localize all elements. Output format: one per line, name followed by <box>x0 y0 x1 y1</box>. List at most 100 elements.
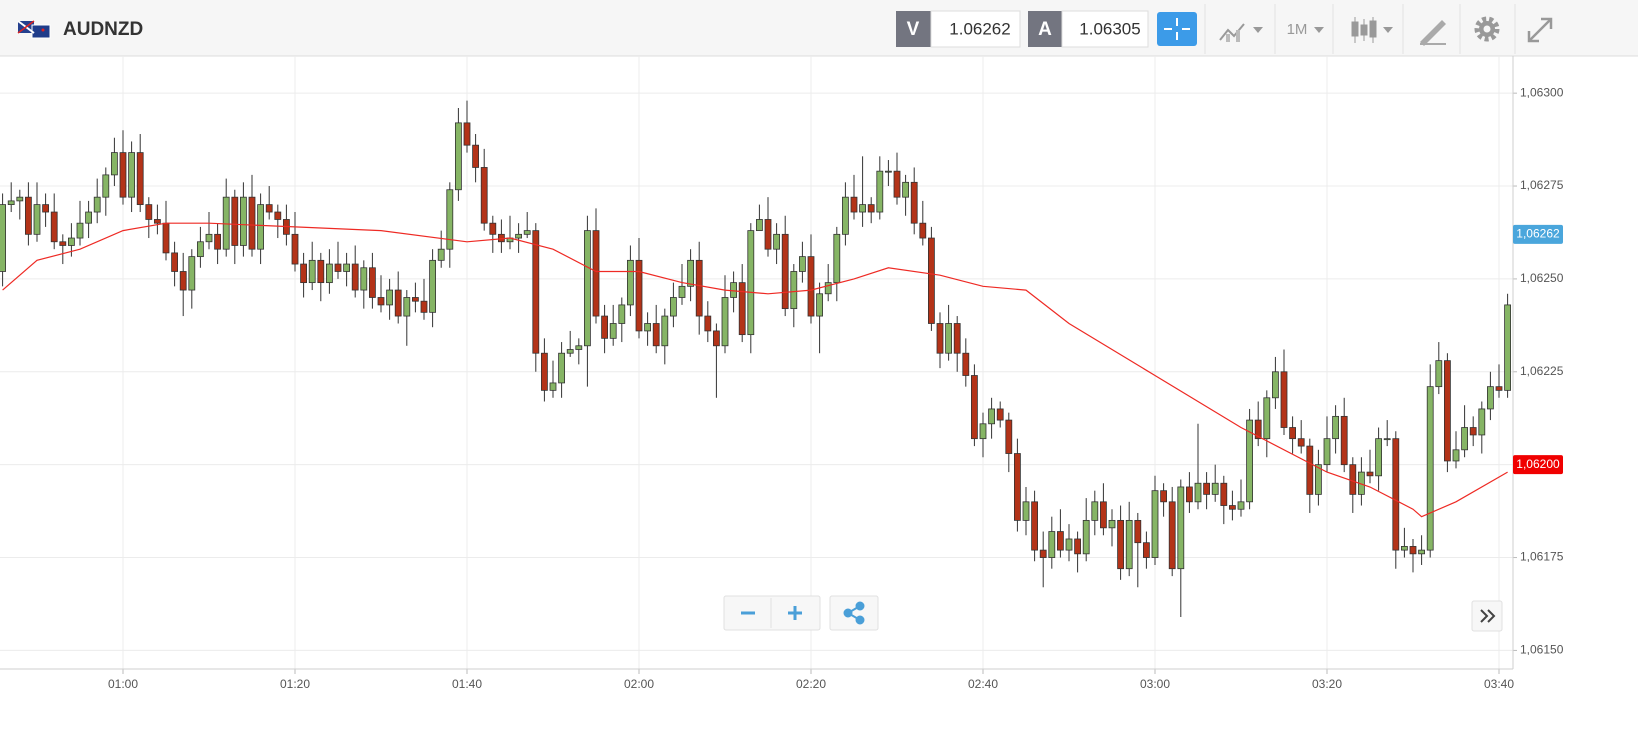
y-tick-label: 1,06300 <box>1520 85 1564 99</box>
candle-body <box>239 196 247 246</box>
candle-body <box>1426 386 1434 551</box>
y-tick-label: 1,06150 <box>1520 643 1564 657</box>
candle-body <box>119 152 127 198</box>
candle-body <box>704 315 712 332</box>
candle-body <box>893 170 901 198</box>
candle-body <box>790 271 798 310</box>
candle-body <box>833 233 841 284</box>
fullscreen-button[interactable] <box>1527 17 1553 43</box>
candle-body <box>1117 519 1124 570</box>
price-tag <box>1513 455 1563 475</box>
candle-body <box>420 300 428 313</box>
candle-body <box>1263 397 1271 440</box>
candle-body <box>867 204 875 213</box>
candle-body <box>713 330 720 347</box>
candle-body <box>68 237 75 246</box>
candle-body <box>274 211 282 220</box>
candle-body <box>592 230 600 317</box>
zoom-in-button[interactable] <box>788 606 802 620</box>
crosshair-button[interactable] <box>1157 12 1197 46</box>
candle-body <box>153 219 161 224</box>
candle-body <box>566 349 574 354</box>
bid-button[interactable] <box>896 11 931 47</box>
candle-style-button[interactable] <box>1351 17 1393 43</box>
candle-body <box>257 204 265 250</box>
candle-body <box>111 152 118 176</box>
candle-body <box>300 263 308 284</box>
candle-body <box>979 423 987 440</box>
chart-type-button[interactable] <box>1219 23 1263 42</box>
ask-button[interactable] <box>1028 11 1062 47</box>
candle-body <box>910 181 918 224</box>
candle-body <box>463 122 471 146</box>
candle-body <box>1323 438 1331 466</box>
candle-body <box>1229 505 1236 510</box>
crosshair-icon <box>1164 18 1190 40</box>
candle-body <box>652 323 660 347</box>
candle-body <box>687 259 694 287</box>
candle-body <box>738 282 746 336</box>
symbol: AUDNZD <box>63 19 143 40</box>
candle-body <box>859 204 866 213</box>
bid-price: 1.06262 <box>949 19 1010 38</box>
candle-body <box>1039 549 1047 558</box>
candle-body <box>1332 415 1339 440</box>
candle-body <box>1401 546 1408 551</box>
candle-body <box>59 241 67 246</box>
candle-body <box>627 259 634 306</box>
candle-body <box>1211 482 1219 495</box>
candle-body <box>764 219 772 250</box>
candle-body <box>0 204 7 272</box>
candle-body <box>1065 538 1073 551</box>
candle-body <box>205 233 213 243</box>
candle-body <box>799 256 806 272</box>
candle-body <box>231 196 239 246</box>
timeframe[interactable]: 1M <box>1287 21 1308 38</box>
toolbar <box>0 0 1638 56</box>
candle-body <box>1203 482 1210 495</box>
candle-body <box>721 297 729 347</box>
candle-body <box>575 345 583 350</box>
candle-body <box>171 252 179 272</box>
candle-body <box>472 144 480 168</box>
candle-body <box>1237 501 1245 510</box>
candle-body <box>1022 501 1030 521</box>
candle-body <box>1220 482 1228 506</box>
bid-label: V <box>907 19 920 40</box>
drawing-tool-button[interactable] <box>1420 20 1446 46</box>
timeframe-arrow <box>1314 27 1324 33</box>
candle-body <box>1100 501 1107 529</box>
candle-body <box>816 293 823 317</box>
price-tag <box>1513 224 1563 244</box>
candle-body <box>928 237 935 324</box>
candle-body <box>618 304 626 324</box>
share-button[interactable] <box>829 595 879 631</box>
candle-body <box>1409 546 1417 555</box>
candle-body <box>85 211 92 224</box>
candle-body <box>317 259 325 284</box>
candle-body <box>446 189 454 250</box>
candle-body <box>996 408 1004 421</box>
candle-body <box>1478 408 1486 436</box>
candle-body <box>1375 438 1382 477</box>
flag-icon <box>17 20 51 39</box>
settings-button[interactable] <box>1474 16 1500 42</box>
candle-body <box>807 256 815 317</box>
candle-body <box>1134 519 1142 544</box>
candle-body <box>635 259 643 332</box>
x-tick-label: 01:20 <box>280 677 310 691</box>
candle-body <box>162 222 170 254</box>
candle-body <box>33 204 41 235</box>
candle-body <box>1125 519 1133 570</box>
candle-body <box>902 181 909 198</box>
candle-body <box>403 297 411 317</box>
candle-body <box>601 315 608 339</box>
y-tick-label: 1,06275 <box>1520 178 1564 192</box>
candle-body <box>1495 386 1503 391</box>
candle-body <box>1186 486 1193 503</box>
candle-body <box>1349 464 1357 495</box>
moving-average <box>2 222 1508 518</box>
candle-body <box>454 122 462 191</box>
candle-body <box>747 230 755 336</box>
candle-body <box>411 297 419 302</box>
